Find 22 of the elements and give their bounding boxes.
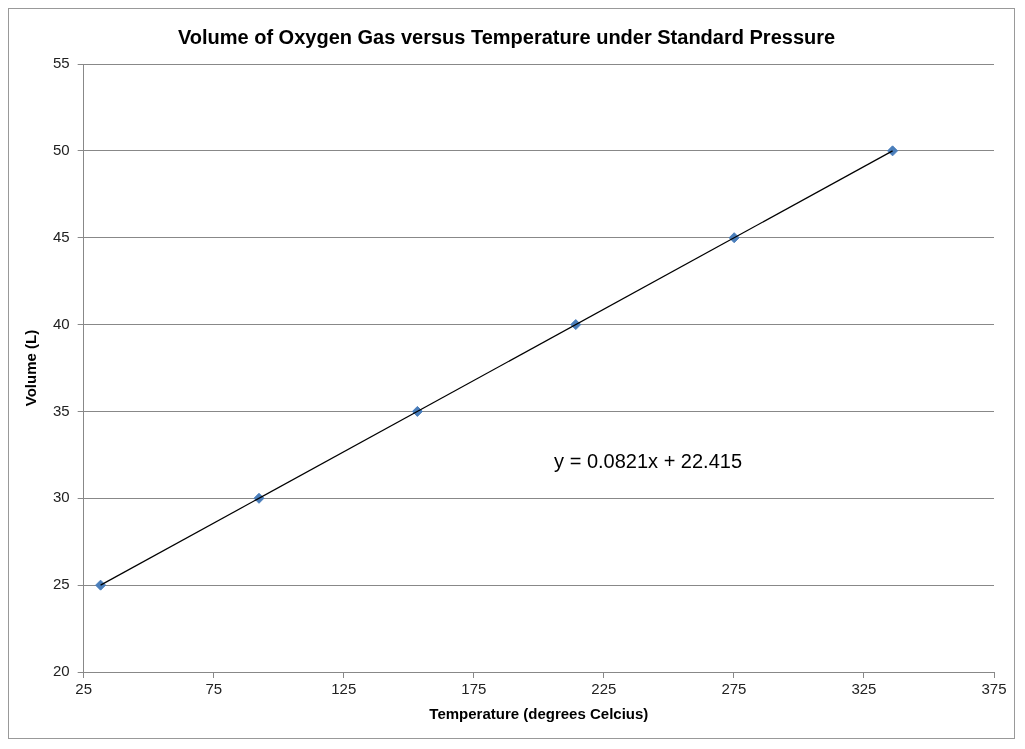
y-axis-title: Volume (L) <box>22 329 40 407</box>
x-tick-label: 25 <box>75 680 93 698</box>
y-tick-label: 55 <box>53 54 70 72</box>
y-tick-label: 20 <box>53 662 70 680</box>
x-tick-label: 275 <box>721 680 747 698</box>
x-axis-title: Temperature (degrees Celcius) <box>429 705 649 723</box>
y-tick-label: 40 <box>53 314 70 332</box>
x-tick-label: 75 <box>205 680 223 698</box>
y-tick-label: 50 <box>53 141 70 158</box>
y-tick-label: 45 <box>53 227 70 245</box>
y-tick-label: 25 <box>53 575 70 593</box>
y-tick-label: 35 <box>53 401 70 419</box>
x-tick-label: 325 <box>851 680 877 698</box>
y-tick-label: 30 <box>53 488 70 506</box>
x-tick-label: 225 <box>591 680 617 698</box>
point <box>95 579 107 591</box>
chart-title: Volume of Oxygen Gas versus Temperature under Standard Pressure <box>177 25 836 48</box>
annotation: y = 0.0821x + 22.415 <box>554 450 743 473</box>
x-tick-label: 125 <box>331 680 357 698</box>
x-tick-label: 175 <box>461 680 487 698</box>
x-tick-label: 375 <box>981 680 1007 698</box>
point <box>887 145 899 157</box>
